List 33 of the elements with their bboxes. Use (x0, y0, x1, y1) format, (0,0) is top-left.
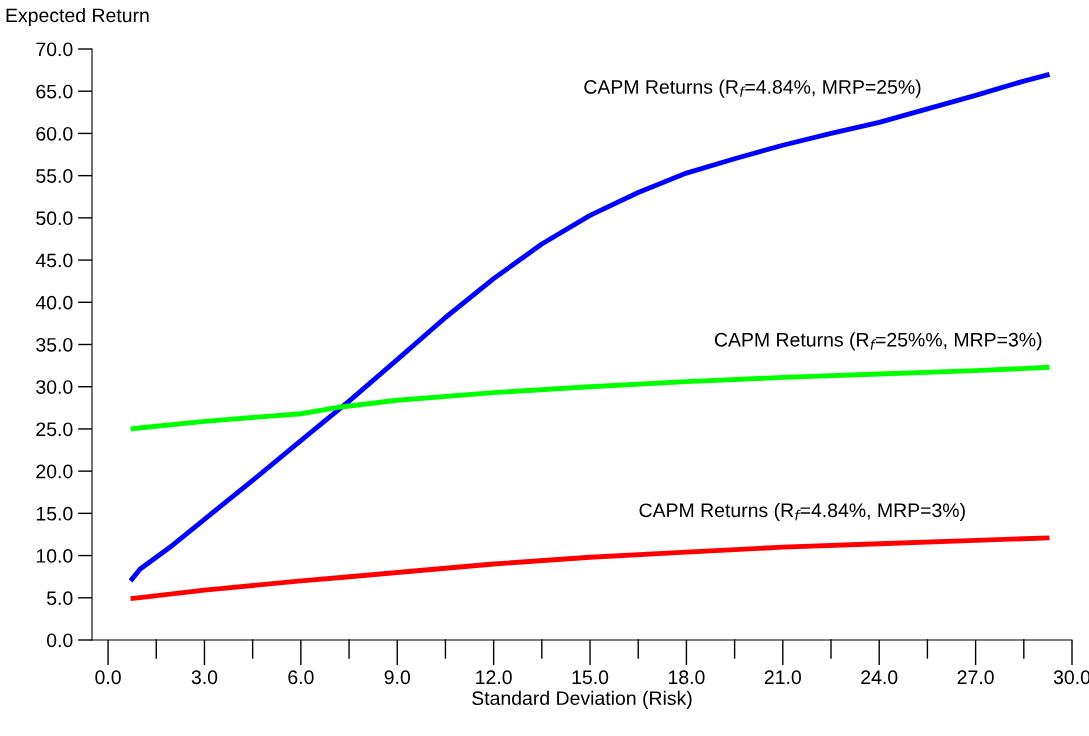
x-tick-label: 0.0 (95, 670, 121, 685)
y-tick-label: 25.0 (36, 422, 73, 437)
x-tick-label: 15.0 (572, 670, 609, 685)
line-series (128, 535, 1052, 602)
y-axis-title: Expected Return (6, 7, 149, 27)
y-tick-label: 0.0 (46, 633, 73, 648)
y-tick-label: 60.0 (36, 126, 73, 141)
y-tick-label: 20.0 (36, 464, 73, 479)
y-tick-label: 40.0 (35, 295, 73, 310)
x-tick-label: 12.0 (476, 670, 512, 685)
y-tick-label: 45.0 (35, 253, 73, 268)
x-tick-label: 18.0 (668, 670, 705, 685)
line-series (128, 364, 1052, 432)
y-tick-label: 15.0 (36, 506, 73, 521)
y-tick-label: 10.0 (36, 549, 73, 563)
x-tick-label: 6.0 (288, 670, 314, 685)
x-tick-label: 9.0 (384, 670, 410, 685)
y-tick-label: 70.0 (36, 42, 73, 57)
y-tick-label: 55.0 (36, 169, 73, 183)
y-tick-label: 50.0 (36, 211, 73, 226)
y-tick-label: 35.0 (36, 337, 73, 352)
series-label: CAPM Returns (R$_{f}$=25%%, MRP=3%) (714, 332, 1042, 351)
y-tick-label: 65.0 (36, 84, 73, 99)
x-tick-label: 24.0 (861, 670, 898, 685)
x-tick-label: 27.0 (957, 670, 994, 685)
line-series (128, 71, 1052, 584)
series-label: CAPM Returns (R$_{f}$=4.84%, MRP=3%) (639, 502, 965, 522)
x-tick-label: 21.0 (764, 670, 801, 685)
y-tick-label: 30.0 (36, 380, 73, 394)
x-tick-label: 3.0 (191, 670, 218, 685)
y-tick-label: 5.0 (47, 591, 73, 606)
x-axis-title: Standard Deviation (Risk) (472, 690, 692, 709)
series-label: CAPM Returns (R$_{f}$=4.84%, MRP=25%) (584, 79, 921, 98)
